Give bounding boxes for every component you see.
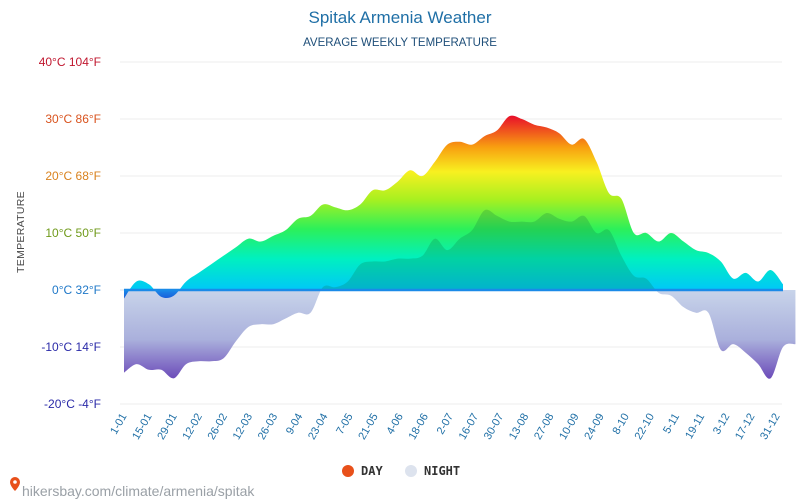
legend-day-label: DAY	[361, 464, 383, 478]
x-tick-label: 23-04	[306, 412, 330, 442]
y-axis-ticks: 40°C 104°F 30°C 86°F 20°C 68°F 10°C 50°F 0°C…	[39, 55, 101, 411]
x-tick-label: 30-07	[482, 412, 506, 442]
x-tick-label: 12-03	[231, 412, 255, 442]
y-tick-label: 0°C 32°F	[52, 283, 101, 297]
plot-areas	[124, 115, 796, 379]
x-tick-label: 1-01	[108, 412, 129, 437]
x-tick-label: 22-10	[633, 412, 657, 442]
y-axis-label: TEMPERATURE	[15, 191, 27, 273]
source-attribution[interactable]: hikersbay.com/climate/armenia/spitak	[10, 477, 255, 499]
chart-title: Spitak Armenia Weather	[309, 8, 492, 27]
y-tick-label: 40°C 104°F	[39, 55, 101, 69]
source-link[interactable]: hikersbay.com/climate/armenia/spitak	[22, 483, 255, 499]
x-tick-label: 7-05	[334, 412, 355, 437]
x-tick-label: 18-06	[407, 412, 431, 442]
x-tick-label: 27-08	[532, 412, 556, 442]
day-area	[124, 115, 783, 290]
x-tick-label: 16-07	[457, 412, 481, 442]
x-tick-label: 5-11	[661, 412, 682, 436]
x-tick-label: 19-11	[683, 412, 707, 442]
x-tick-label: 2-07	[435, 412, 456, 437]
x-axis-ticks: 1-01 15-01 29-01 12-02 26-02 12-03 26-03 9-04 23…	[108, 412, 782, 442]
chart-subtitle: AVERAGE WEEKLY TEMPERATURE	[303, 37, 497, 49]
x-tick-label: 31-12	[758, 412, 782, 442]
y-tick-label: -10°C 14°F	[41, 340, 101, 354]
x-tick-label: 10-09	[557, 412, 581, 442]
x-tick-label: 29-01	[155, 412, 179, 442]
night-area-below-zero	[124, 290, 796, 379]
legend-day-swatch	[342, 465, 354, 477]
x-tick-label: 17-12	[733, 412, 757, 442]
x-tick-label: 15-01	[130, 412, 154, 442]
legend-night-swatch	[405, 465, 417, 477]
x-tick-label: 12-02	[180, 412, 204, 442]
x-tick-label: 13-08	[507, 412, 531, 442]
legend-night-label: NIGHT	[424, 464, 460, 478]
map-pin-dot	[13, 480, 17, 484]
x-tick-label: 26-02	[206, 412, 230, 442]
y-tick-label: -20°C -4°F	[44, 397, 101, 411]
x-tick-label: 9-04	[284, 412, 305, 437]
x-tick-label: 3-12	[711, 412, 732, 437]
y-tick-label: 20°C 68°F	[45, 169, 101, 183]
y-tick-label: 30°C 86°F	[45, 112, 101, 126]
map-pin-icon	[10, 477, 20, 491]
y-tick-label: 10°C 50°F	[45, 226, 101, 240]
night-area	[124, 209, 796, 290]
x-tick-label: 21-05	[356, 412, 380, 442]
x-tick-label: 24-09	[582, 412, 606, 442]
x-tick-label: 26-03	[256, 412, 280, 442]
x-tick-label: 4-06	[384, 412, 405, 437]
legend: DAY NIGHT	[342, 464, 460, 478]
x-tick-label: 8-10	[610, 412, 631, 437]
